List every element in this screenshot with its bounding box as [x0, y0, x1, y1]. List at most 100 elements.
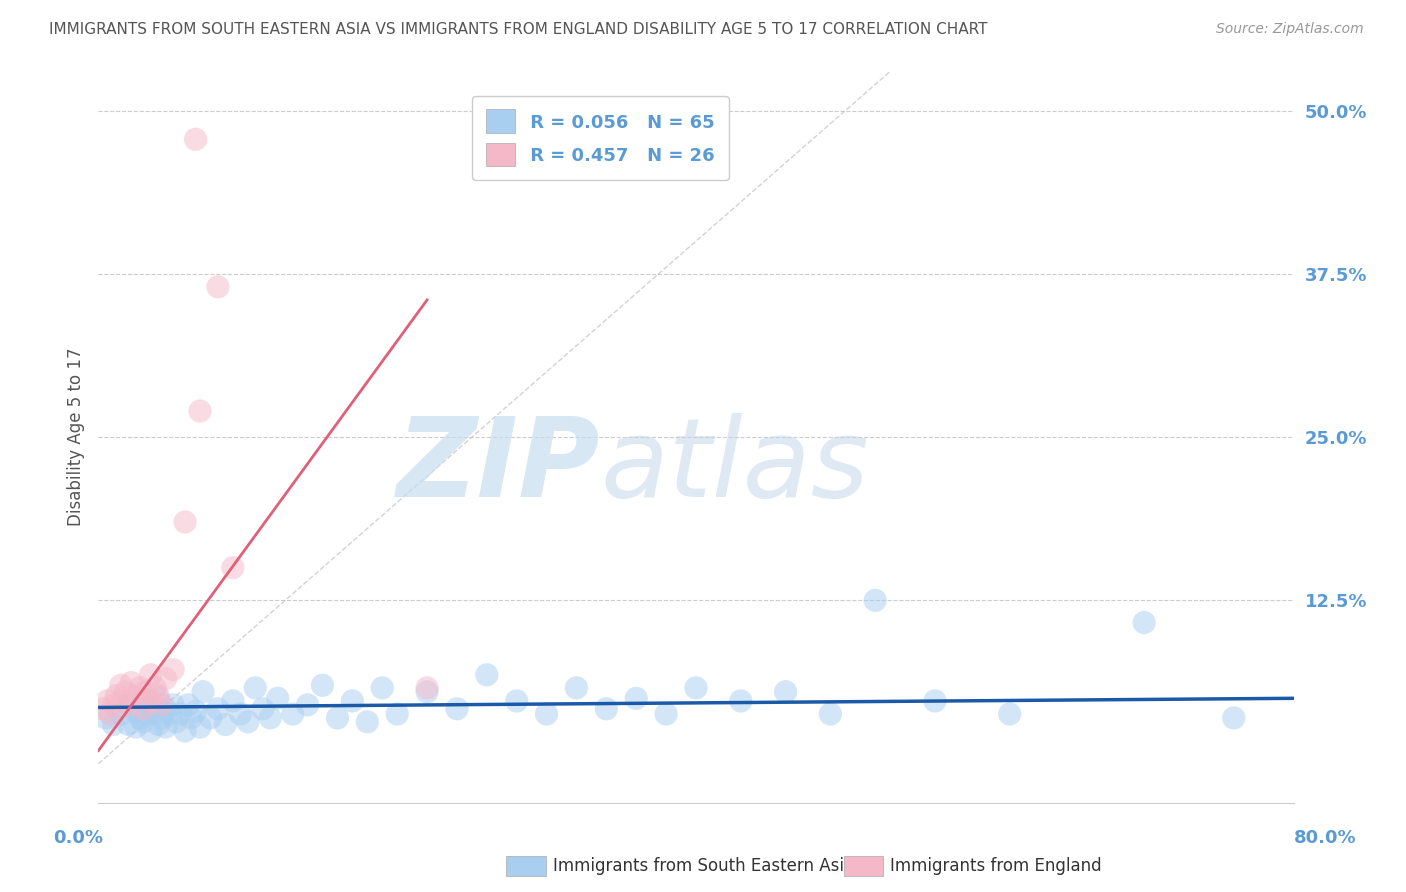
Point	[214, 717, 236, 731]
Point	[222, 560, 245, 574]
Point	[125, 720, 148, 734]
Point	[117, 698, 139, 712]
Point	[207, 702, 229, 716]
Point	[267, 691, 290, 706]
Point	[191, 685, 214, 699]
Point	[110, 678, 132, 692]
Point	[165, 714, 187, 729]
Point	[139, 723, 162, 738]
Point	[326, 711, 349, 725]
Point	[184, 132, 207, 146]
Point	[356, 714, 378, 729]
Text: Source: ZipAtlas.com: Source: ZipAtlas.com	[1216, 22, 1364, 37]
Point	[143, 681, 166, 695]
Point	[730, 694, 752, 708]
Point	[94, 711, 117, 725]
Point	[143, 706, 166, 721]
Point	[148, 689, 170, 703]
Point	[655, 706, 678, 721]
Point	[150, 711, 173, 725]
Point	[105, 689, 128, 703]
Point	[155, 702, 177, 716]
Point	[120, 675, 142, 690]
Point	[200, 711, 222, 725]
Point	[177, 698, 200, 712]
Point	[184, 705, 207, 719]
Point	[371, 681, 394, 695]
Point	[125, 705, 148, 719]
Point	[342, 694, 364, 708]
Point	[174, 723, 197, 738]
Point	[169, 706, 191, 721]
Point	[129, 681, 152, 695]
Point	[626, 691, 648, 706]
Point	[114, 685, 136, 699]
Legend:  R = 0.056   N = 65,  R = 0.457   N = 26: R = 0.056 N = 65, R = 0.457 N = 26	[472, 95, 728, 180]
Point	[132, 702, 155, 716]
Point	[98, 706, 122, 721]
Point	[150, 698, 173, 712]
Point	[252, 702, 274, 716]
Point	[174, 515, 197, 529]
Point	[385, 706, 409, 721]
Point	[180, 711, 202, 725]
Point	[125, 689, 148, 703]
Point	[820, 706, 842, 721]
Point	[139, 702, 162, 716]
Text: 0.0%: 0.0%	[53, 829, 104, 847]
Point	[1223, 711, 1246, 725]
Point	[188, 404, 211, 418]
Point	[229, 706, 252, 721]
Point	[297, 698, 319, 712]
Point	[159, 706, 181, 721]
Point	[135, 685, 157, 699]
Point	[222, 694, 245, 708]
Point	[103, 698, 125, 712]
Point	[148, 717, 170, 731]
Point	[155, 720, 177, 734]
Point	[536, 706, 558, 721]
Text: ZIP: ZIP	[396, 413, 600, 520]
Point	[148, 691, 170, 706]
Point	[685, 681, 707, 695]
Point	[207, 280, 229, 294]
Point	[1133, 615, 1156, 630]
Point	[139, 667, 162, 682]
Point	[311, 678, 333, 692]
Point	[416, 685, 439, 699]
Point	[129, 711, 152, 725]
Y-axis label: Disability Age 5 to 17: Disability Age 5 to 17	[66, 348, 84, 526]
Point	[139, 694, 162, 708]
Point	[775, 685, 797, 699]
Point	[135, 706, 157, 721]
Text: 80.0%: 80.0%	[1294, 829, 1357, 847]
Point	[998, 706, 1021, 721]
Point	[506, 694, 529, 708]
Point	[117, 698, 139, 712]
Point	[91, 702, 114, 716]
Text: atlas: atlas	[600, 413, 869, 520]
Point	[245, 681, 267, 695]
Point	[103, 717, 125, 731]
Point	[96, 694, 118, 708]
Point	[595, 702, 617, 716]
Point	[110, 694, 132, 708]
Point	[865, 593, 887, 607]
Point	[155, 672, 177, 686]
Point	[259, 711, 281, 725]
Point	[162, 698, 184, 712]
Point	[565, 681, 588, 695]
Point	[475, 667, 498, 682]
Point	[110, 706, 132, 721]
Point	[416, 681, 439, 695]
Point	[924, 694, 946, 708]
Point	[446, 702, 468, 716]
Text: IMMIGRANTS FROM SOUTH EASTERN ASIA VS IMMIGRANTS FROM ENGLAND DISABILITY AGE 5 T: IMMIGRANTS FROM SOUTH EASTERN ASIA VS IM…	[49, 22, 987, 37]
Point	[132, 714, 155, 729]
Point	[117, 717, 139, 731]
Text: Immigrants from South Eastern Asia: Immigrants from South Eastern Asia	[553, 857, 853, 875]
Point	[188, 720, 211, 734]
Point	[162, 663, 184, 677]
Point	[236, 714, 259, 729]
Point	[132, 694, 155, 708]
